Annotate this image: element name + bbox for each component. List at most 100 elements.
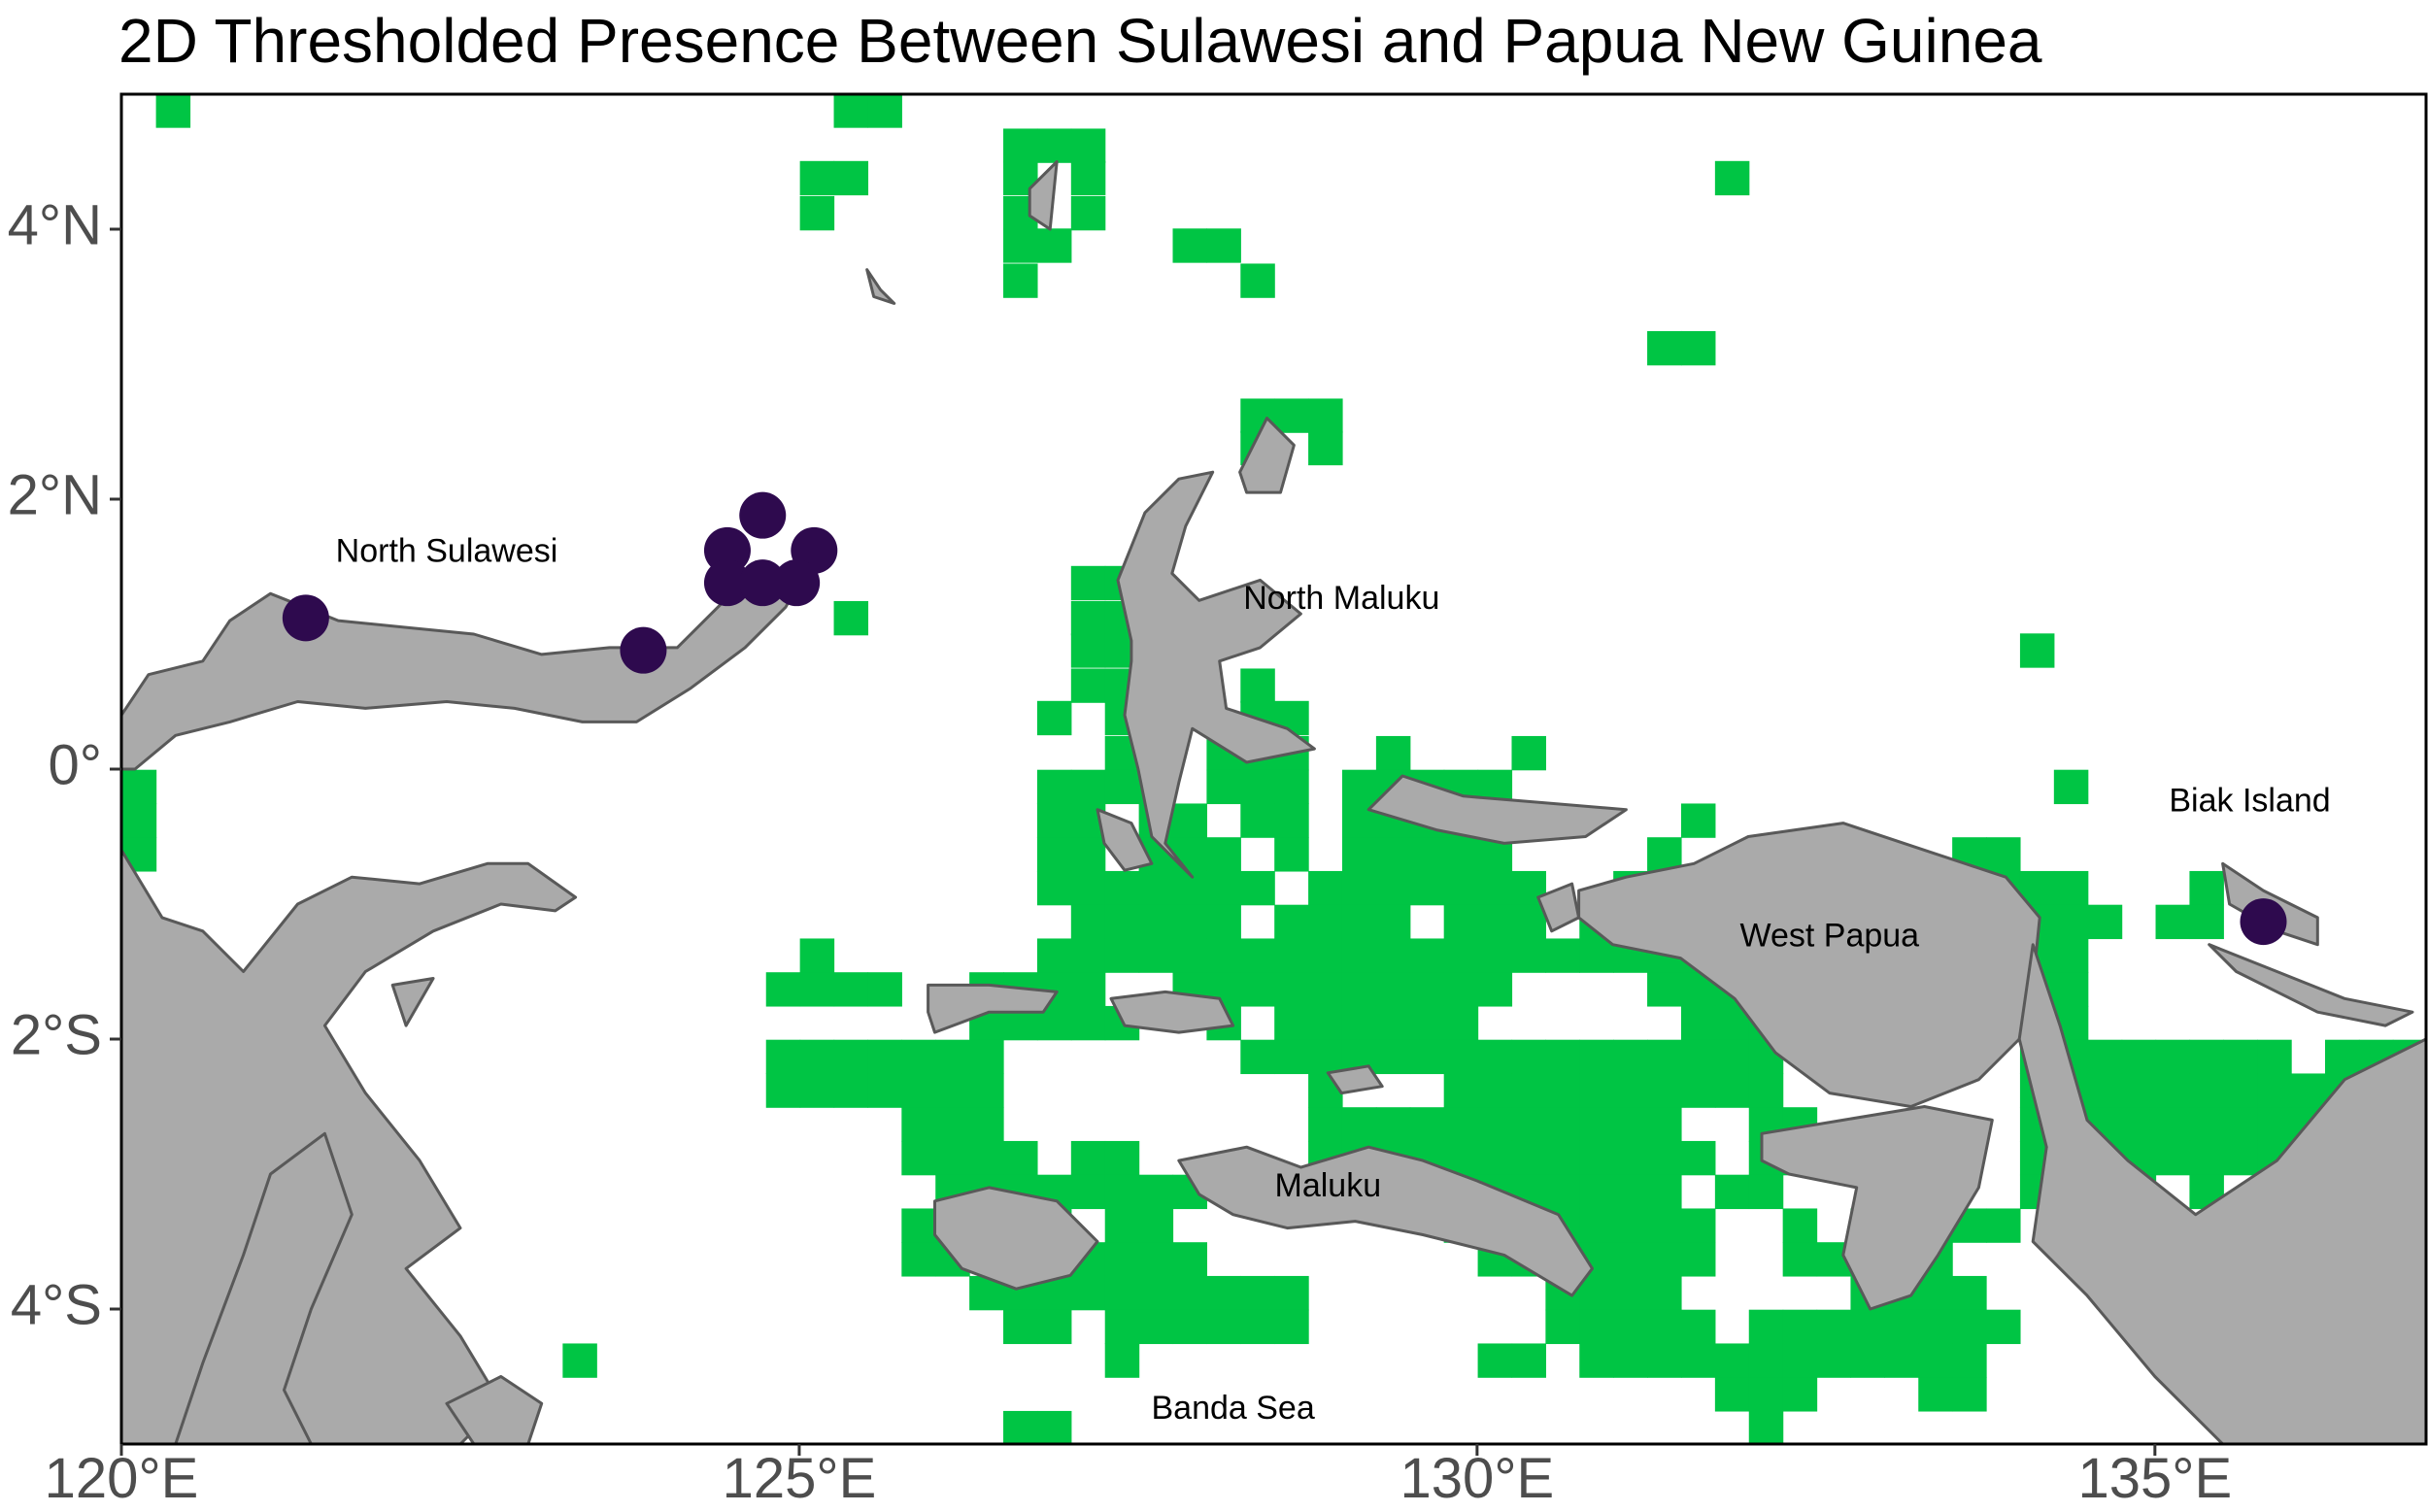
- presence-cell: [1070, 160, 1106, 196]
- presence-cell: [1443, 1073, 1479, 1108]
- presence-cell: [1884, 1309, 1919, 1345]
- presence-cell: [867, 1039, 902, 1075]
- presence-cell: [1613, 1174, 1648, 1210]
- presence-cell: [1748, 1073, 1784, 1108]
- presence-cell: [1003, 1309, 1038, 1345]
- presence-cell: [1680, 1073, 1716, 1108]
- presence-cell: [1240, 668, 1275, 703]
- region-label-north-maluku: North Maluku: [1243, 580, 1439, 617]
- presence-cell: [1748, 1377, 1784, 1412]
- occurrence-point: [620, 626, 667, 674]
- presence-cell: [1104, 1343, 1140, 1378]
- presence-cell: [1613, 1140, 1648, 1176]
- presence-cell: [1104, 870, 1140, 906]
- presence-cell: [1274, 938, 1309, 973]
- presence-cell: [765, 972, 801, 1007]
- presence-cell: [1511, 735, 1546, 771]
- presence-cell: [1918, 1309, 1953, 1345]
- land-polygon: [119, 848, 578, 1446]
- presence-cell: [1748, 1174, 1784, 1210]
- land-polygon: [174, 1131, 354, 1446]
- land-polygon: [1760, 1105, 1994, 1311]
- presence-cell: [2087, 1039, 2123, 1075]
- presence-cell: [1308, 938, 1343, 973]
- presence-cell: [1308, 398, 1343, 433]
- presence-cell: [121, 769, 157, 805]
- presence-cell: [1206, 1275, 1241, 1311]
- presence-cell: [1986, 1208, 2021, 1243]
- presence-cell: [1104, 769, 1140, 805]
- presence-cell: [1477, 1140, 1513, 1176]
- presence-cell: [1579, 1343, 1614, 1378]
- presence-cell: [2053, 972, 2089, 1007]
- presence-cell: [1782, 1377, 1818, 1412]
- occurrence-point: [739, 491, 787, 539]
- presence-cell: [1104, 1275, 1140, 1311]
- presence-cell: [1070, 565, 1106, 601]
- land-polygon: [1536, 882, 1581, 933]
- presence-cell: [969, 1140, 1004, 1176]
- presence-cell: [1070, 1005, 1106, 1041]
- presence-cell: [1680, 1208, 1716, 1243]
- presence-cell: [1070, 600, 1106, 636]
- land-polygon: [1109, 990, 1235, 1034]
- presence-cell: [1511, 1107, 1546, 1142]
- presence-cell: [2019, 633, 2055, 668]
- presence-cell: [1647, 330, 1682, 366]
- presence-cell: [1680, 1140, 1716, 1176]
- presence-cell: [1443, 870, 1479, 906]
- presence-cell: [1003, 228, 1038, 263]
- x-tick-label: 135°E: [2077, 1447, 2232, 1510]
- presence-cell: [155, 94, 191, 128]
- presence-cell: [1647, 1073, 1682, 1108]
- presence-cell: [2189, 904, 2224, 940]
- presence-cell: [1443, 1005, 1479, 1041]
- presence-cell: [121, 803, 157, 838]
- presence-cell: [1647, 1309, 1682, 1345]
- presence-cell: [1748, 1410, 1784, 1444]
- presence-cell: [1240, 1309, 1275, 1345]
- presence-cell: [867, 1073, 902, 1108]
- presence-cell: [1375, 904, 1411, 940]
- presence-cell: [1070, 668, 1106, 703]
- presence-cell: [1918, 1275, 1953, 1311]
- presence-cell: [1579, 938, 1614, 973]
- presence-cell: [1036, 870, 1072, 906]
- region-label-biak-island: Biak Island: [2169, 783, 2330, 820]
- land-polygon: [1366, 774, 1628, 845]
- presence-cell: [1409, 972, 1445, 1007]
- presence-cell: [1375, 938, 1411, 973]
- region-label-banda-sea: Banda Sea: [1151, 1390, 1314, 1427]
- presence-cell: [1375, 837, 1411, 872]
- presence-cell: [1206, 938, 1241, 973]
- presence-cell: [1952, 1275, 1987, 1311]
- presence-cell: [1579, 1174, 1614, 1210]
- presence-cell: [1477, 1107, 1513, 1142]
- presence-cell: [1172, 837, 1208, 872]
- presence-cell: [1070, 1174, 1106, 1210]
- presence-cell: [1206, 837, 1241, 872]
- presence-cell: [1613, 1275, 1648, 1311]
- presence-cell: [1884, 1343, 1919, 1378]
- presence-cell: [867, 972, 902, 1007]
- region-label-north-sulawesi: North Sulawesi: [336, 533, 558, 570]
- presence-cell: [1511, 1343, 1546, 1378]
- presence-cell: [1613, 1343, 1648, 1378]
- presence-cell: [1579, 1140, 1614, 1176]
- presence-cell: [1952, 1377, 1987, 1412]
- presence-cell: [1613, 1242, 1648, 1277]
- presence-cell: [1308, 1039, 1343, 1075]
- presence-cell: [765, 1073, 801, 1108]
- presence-cell: [1952, 1343, 1987, 1378]
- presence-cell: [1274, 904, 1309, 940]
- presence-cell: [1172, 1309, 1208, 1345]
- presence-cell: [1341, 870, 1377, 906]
- land-polygon: [445, 1375, 544, 1446]
- presence-cell: [2155, 1073, 2191, 1108]
- presence-cell: [1409, 870, 1445, 906]
- presence-cell: [1138, 904, 1174, 940]
- land-polygon: [927, 983, 1059, 1034]
- occurrence-point: [2240, 898, 2287, 946]
- presence-cell: [1477, 938, 1513, 973]
